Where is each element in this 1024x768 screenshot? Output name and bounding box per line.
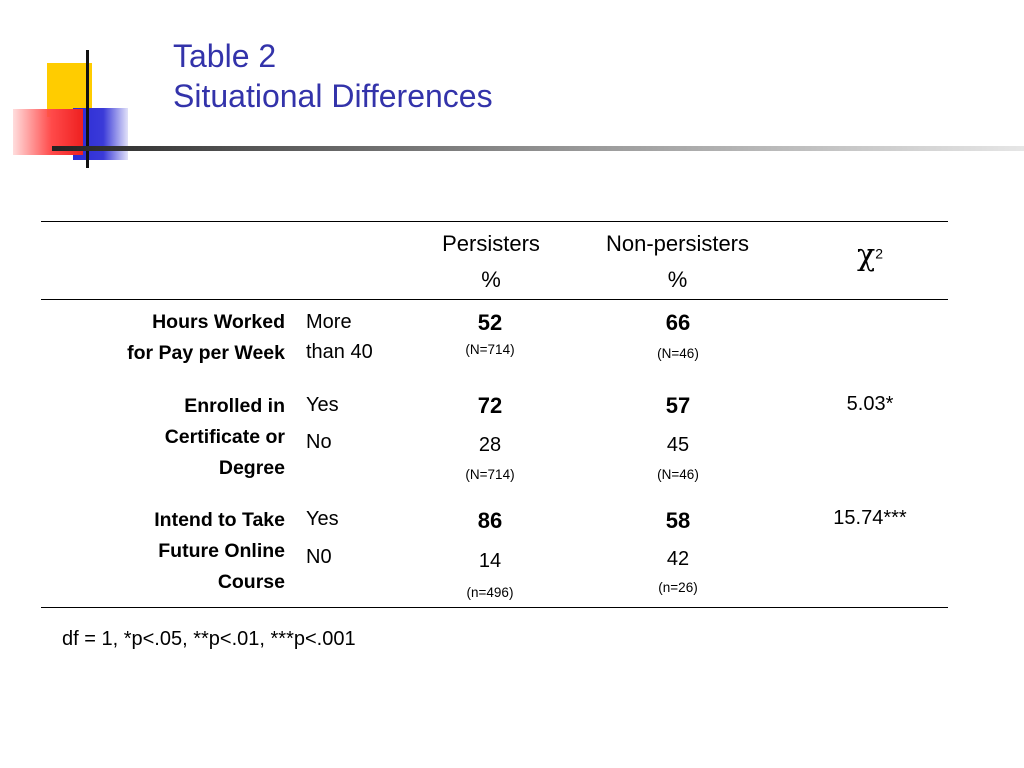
persisters-header: Persisters %	[442, 231, 540, 292]
row-label-intend: Intend to Take Future Online Course	[154, 509, 285, 593]
nonpersisters-secondary: 45	[666, 434, 690, 456]
nonpersisters-value: 58	[665, 508, 691, 533]
persisters-value: 72	[477, 393, 503, 418]
persisters-value: 52	[477, 310, 503, 335]
nonpersisters-n: (N=46)	[657, 346, 699, 361]
persisters-value: 86	[477, 508, 503, 533]
row-option-yes: Yes	[306, 508, 339, 530]
row-option-no: N0	[306, 546, 332, 568]
table-top-rule	[41, 221, 948, 222]
persisters-n: (n=496)	[466, 585, 514, 600]
persisters-secondary: 28	[478, 434, 502, 456]
nonpersisters-value: 57	[665, 393, 691, 418]
table-footnote: df = 1, *p<.05, **p<.01, ***p<.001	[62, 628, 356, 650]
row-label-hours-worked: Hours Worked for Pay per Week	[127, 311, 285, 364]
persisters-n: (N=714)	[465, 467, 515, 482]
slide-title: Table 2 Situational Differences	[173, 36, 493, 116]
title-line-1: Table 2	[173, 38, 277, 74]
row-options-hours-worked: More than 40	[306, 311, 373, 363]
table-bottom-rule	[41, 607, 948, 608]
title-line-2: Situational Differences	[173, 78, 493, 114]
decorative-logo	[0, 0, 200, 180]
nonpersisters-value: 66	[665, 310, 691, 335]
chi-square-value: 15.74***	[833, 507, 907, 529]
logo-vertical-line	[86, 50, 89, 168]
nonpersisters-n: (n=26)	[658, 580, 698, 595]
chi-square-header: χ2	[857, 238, 883, 273]
row-option-yes: Yes	[306, 394, 339, 416]
title-underline	[52, 146, 1024, 151]
nonpersisters-n: (N=46)	[657, 467, 699, 482]
nonpersisters-secondary: 42	[666, 548, 690, 570]
chi-square-value: 5.03*	[846, 393, 894, 415]
row-label-enrolled: Enrolled in Certificate or Degree	[164, 395, 285, 479]
persisters-secondary: 14	[478, 550, 502, 572]
table-header-rule	[41, 299, 948, 300]
persisters-n: (N=714)	[465, 342, 515, 357]
nonpersisters-header: Non-persisters %	[605, 231, 750, 292]
row-option-no: No	[306, 431, 332, 453]
